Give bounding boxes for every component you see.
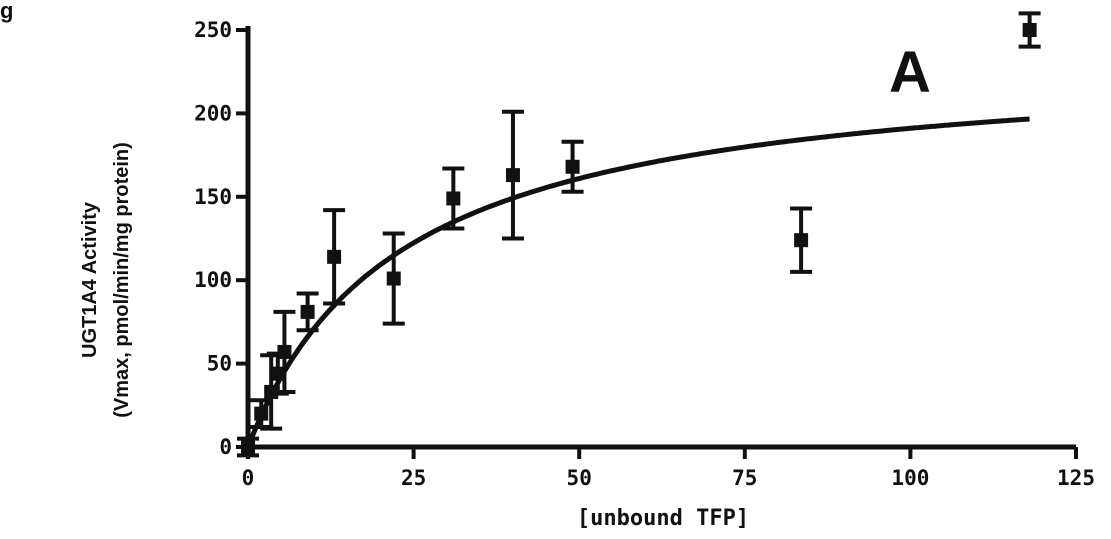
x-tick-label: 0 <box>242 466 255 490</box>
x-tick-label: 125 <box>1057 466 1095 490</box>
x-tick-label: 75 <box>732 466 757 490</box>
point-marker <box>241 440 255 454</box>
data-point <box>790 206 813 274</box>
y-tick-label: 0 <box>219 435 232 459</box>
point-marker <box>270 366 285 381</box>
data-points <box>237 11 1041 458</box>
point-marker <box>327 249 342 264</box>
y-axis-title: UGT1A4 Activity (Vmax, pmol/min/mg prote… <box>79 142 133 418</box>
point-marker <box>277 344 292 359</box>
x-tick-label: 100 <box>891 466 929 490</box>
point-marker <box>300 304 315 319</box>
figure-corner-label: g <box>0 0 13 23</box>
y-axis-ticks: 0 50 100 150 200 250 <box>194 18 248 459</box>
y-axis-title-line2: (Vmax, pmol/min/mg protein) <box>111 142 133 418</box>
x-axis-title: [unbound TFP] <box>577 506 749 531</box>
point-marker <box>1022 23 1037 37</box>
data-point <box>296 291 319 333</box>
y-axis-title-line1: UGT1A4 Activity <box>79 201 101 358</box>
data-point <box>273 309 296 394</box>
x-tick-label: 50 <box>567 466 592 490</box>
point-marker <box>446 191 461 206</box>
data-point <box>442 166 465 231</box>
x-axis-ticks: 0 25 50 75 100 125 <box>242 447 1095 490</box>
data-point <box>561 139 584 194</box>
y-tick-label: 250 <box>194 18 232 42</box>
y-tick-label: 200 <box>194 101 232 125</box>
y-tick-label: 150 <box>194 185 232 209</box>
panel-label: A <box>889 40 931 105</box>
point-marker <box>565 159 580 174</box>
y-tick-label: 50 <box>207 352 232 376</box>
data-point <box>1018 11 1041 49</box>
data-point <box>323 208 346 306</box>
point-marker <box>254 406 269 421</box>
data-point <box>237 436 259 458</box>
data-point <box>501 109 524 241</box>
point-marker <box>505 168 520 183</box>
data-point <box>382 231 405 326</box>
point-marker <box>794 233 809 248</box>
x-tick-label: 25 <box>401 466 426 490</box>
y-tick-label: 100 <box>194 268 232 292</box>
point-marker <box>386 271 401 286</box>
fit-curve <box>245 116 1030 448</box>
